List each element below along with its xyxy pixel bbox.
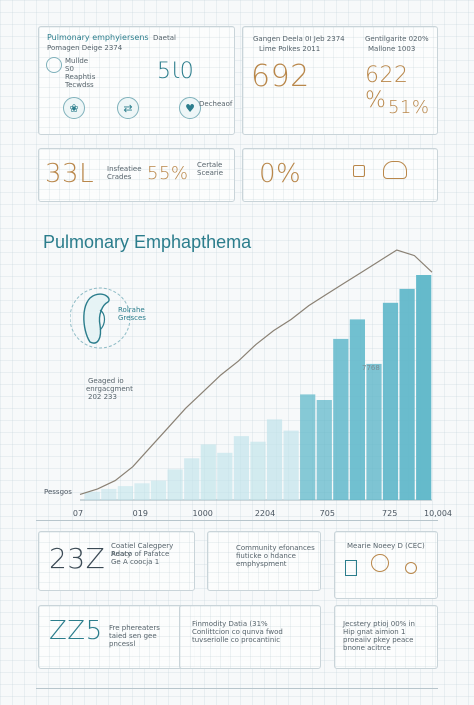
mid-right-card: 0% bbox=[242, 148, 438, 202]
right-text-2: Lime Polkes 2011 bbox=[259, 45, 321, 53]
bottom-card-1: 23Z Coatiel Calegpery Adaty Reaco of Paf… bbox=[38, 531, 195, 591]
bottom2-right-4: bnone acitrce bbox=[343, 644, 391, 652]
mid-right-big: 0% bbox=[259, 159, 302, 189]
x-tick-label: 019 bbox=[133, 509, 148, 518]
bar-16 bbox=[349, 319, 365, 500]
bar-4 bbox=[150, 480, 167, 500]
bar-2 bbox=[117, 486, 133, 500]
bottom1-left-3: Ge A coocja 1 bbox=[111, 558, 160, 566]
bottom2-left-2: taied sen gee bbox=[109, 632, 157, 640]
mid-big-right: 55% bbox=[147, 163, 189, 184]
mid-left-card: 33L Insfeatiee Crades 55% Certale Sceari… bbox=[38, 148, 235, 202]
bar-15 bbox=[333, 338, 349, 500]
bar-13 bbox=[300, 394, 316, 500]
lung-caption-2: enrgacgment bbox=[86, 385, 133, 393]
y-axis-label: Pessgos bbox=[44, 488, 72, 496]
meter-icon bbox=[345, 560, 357, 576]
bar-6 bbox=[184, 458, 200, 500]
lung-caption-3: 202 233 bbox=[88, 393, 117, 401]
bottom2-left-1: Fre phereaters bbox=[109, 624, 160, 632]
mid-note-right-2: Scearie bbox=[197, 169, 224, 177]
bottom2-mid-3: tuvseriolle co procantinic bbox=[192, 636, 281, 644]
card-line-3: Reaphtis bbox=[65, 73, 96, 81]
top-left-card: Pulmonary emphyiersens Pomagen Deige 237… bbox=[38, 26, 235, 135]
bottom-card-5: Finmodity Datia (31% Conlittcion co qunv… bbox=[179, 605, 321, 669]
right-big-right: 622 % bbox=[365, 63, 409, 113]
bar-8 bbox=[217, 452, 233, 500]
card-line-4: Tecwdss bbox=[65, 81, 94, 89]
bottom-card-6: Jecstery ptioj 00% in Hip gnat aimion 1 … bbox=[334, 605, 438, 669]
card-big-value: 5Ɩ0 bbox=[157, 59, 195, 84]
chart-annotation: 7768 bbox=[362, 364, 380, 372]
lungs-icon bbox=[46, 57, 62, 73]
bottom-card-3: Mearie Noeey D (CEC) bbox=[334, 531, 438, 599]
bar-1 bbox=[101, 488, 117, 500]
bottom1-mid-2: fiuticke o hdance bbox=[236, 552, 296, 560]
bar-19 bbox=[399, 288, 415, 500]
card-line-1: Mullde bbox=[65, 57, 89, 65]
chart-title: Pulmonary Emphapthema bbox=[43, 232, 252, 252]
bar-17 bbox=[366, 363, 382, 500]
lung-side-1: Rolrahe bbox=[118, 306, 145, 314]
bar-5 bbox=[167, 469, 183, 500]
x-tick-label: 2204 bbox=[255, 509, 275, 518]
bottom1-mid-1: Community efonances bbox=[236, 544, 315, 552]
x-tick-label: 10,004 bbox=[424, 509, 452, 518]
card-subtitle: Pomagen Deige 2374 bbox=[47, 44, 123, 52]
bar-3 bbox=[134, 483, 150, 500]
icon-label: Decheaof bbox=[199, 100, 233, 108]
bottom-big-1: 23Z bbox=[49, 542, 106, 575]
shield-icon: ⇄ bbox=[117, 97, 139, 119]
bottom-card-4: ZZ5 Fre phereaters taied sen gee pncessl bbox=[38, 605, 195, 669]
x-tick-label: 07 bbox=[73, 509, 83, 518]
bar-10 bbox=[250, 441, 266, 500]
right-big-small: 51% bbox=[388, 97, 430, 118]
bottom2-mid-2: Conlittcion co qunva fwod bbox=[192, 628, 283, 636]
bottom2-mid-1: Finmodity Datia (31% bbox=[192, 620, 268, 628]
right-text-1: Gangen Deela 0I Jeb 2374 bbox=[253, 35, 345, 43]
pill-icon bbox=[405, 562, 417, 574]
bar-9 bbox=[233, 436, 249, 500]
bar-12 bbox=[283, 430, 299, 500]
bar-14 bbox=[316, 400, 332, 500]
lungs-icon bbox=[371, 554, 389, 572]
lung-side-2: Gresces bbox=[118, 314, 146, 322]
patient-icon bbox=[353, 165, 365, 177]
bottom2-right-2: Hip gnat aimion 1 bbox=[343, 628, 406, 636]
bar-20 bbox=[416, 275, 432, 500]
bar-0 bbox=[84, 491, 100, 500]
bottom2-right-3: proeaiiv pkey peace bbox=[343, 636, 414, 644]
lung-caption-1: Geaged io bbox=[88, 377, 124, 385]
card-line-2: S0 bbox=[65, 65, 74, 73]
bottom-big-2: ZZ5 bbox=[49, 616, 103, 646]
card-tag: Daetal bbox=[153, 34, 176, 42]
bottom2-right-1: Jecstery ptioj 00% in bbox=[343, 620, 415, 628]
right-text-4: Mallone 1003 bbox=[368, 45, 416, 53]
bottom1-mid-3: emphyspment bbox=[236, 560, 287, 568]
bottom1-left-2: Reaco of Pafatce bbox=[111, 550, 170, 558]
bottom1-left-1: Coatiel Calegpery Adaty bbox=[111, 542, 174, 558]
mid-note-left-1: Insfeatiee bbox=[107, 165, 142, 173]
right-big-left: 692 bbox=[251, 59, 310, 94]
mid-note-right-1: Certale bbox=[197, 161, 223, 169]
mid-note-left-2: Crades bbox=[107, 173, 132, 181]
bottom2-left-3: pncessl bbox=[109, 640, 136, 648]
x-tick-label: 725 bbox=[382, 509, 397, 518]
bottom-card-2: Community efonances fiuticke o hdance em… bbox=[207, 531, 321, 591]
heart-icon: ♥ bbox=[179, 97, 201, 119]
bar-7 bbox=[200, 444, 216, 500]
right-text-3: Gentilgarite 020% bbox=[365, 35, 429, 43]
divider-top bbox=[36, 520, 438, 521]
bar-11 bbox=[266, 419, 283, 500]
top-right-card: Gangen Deela 0I Jeb 2374 Lime Polkes 201… bbox=[242, 26, 438, 135]
x-tick-label: 705 bbox=[320, 509, 335, 518]
x-tick-label: 1000 bbox=[193, 509, 213, 518]
bar-18 bbox=[382, 302, 399, 500]
mid-big-left: 33L bbox=[45, 159, 95, 189]
capsule-icon bbox=[383, 161, 407, 179]
divider-bottom bbox=[36, 688, 438, 689]
lungs-icon: ❀ bbox=[63, 97, 85, 119]
bottom1-right-label: Mearie Noeey D (CEC) bbox=[347, 542, 425, 550]
card-title: Pulmonary emphyiersens bbox=[47, 33, 149, 42]
